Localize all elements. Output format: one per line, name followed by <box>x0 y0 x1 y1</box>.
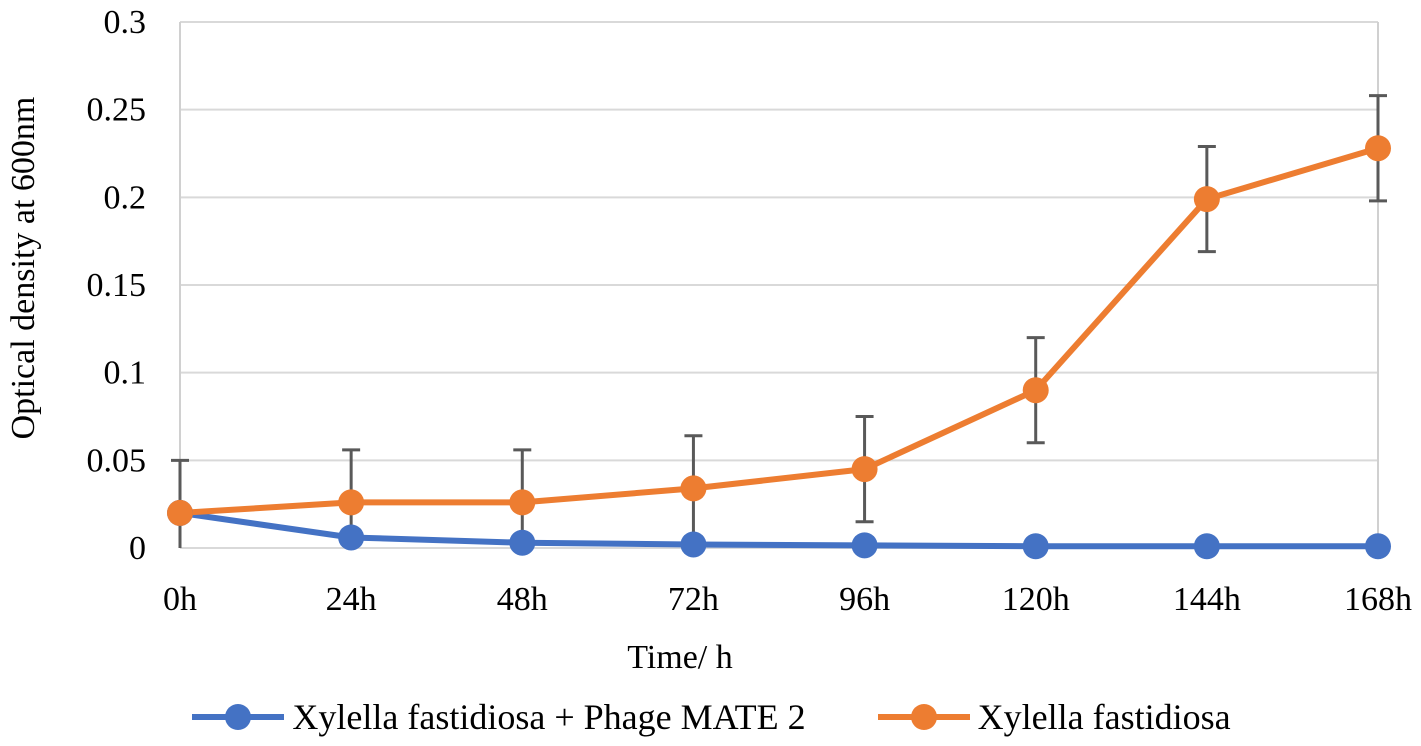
x-tick-label: 120h <box>1002 581 1070 618</box>
x-tick-label: 0h <box>163 581 197 618</box>
series-points <box>167 135 1391 560</box>
y-tick-label: 0.1 <box>104 355 147 392</box>
legend-item-phage: Xylella fastidiosa + Phage MATE 2 <box>190 696 806 738</box>
series-line-1 <box>179 145 1379 516</box>
data-point <box>167 499 193 526</box>
data-point <box>851 532 878 559</box>
x-tick-label: 168h <box>1344 581 1412 618</box>
data-point <box>1365 533 1391 560</box>
y-tick-label: 0.3 <box>104 4 147 41</box>
data-point <box>1193 533 1220 560</box>
y-tick-label: 0.25 <box>87 92 147 129</box>
data-point <box>338 524 365 551</box>
legend-label-xylella: Xylella fastidiosa <box>977 697 1231 737</box>
chart: 0 0.05 0.1 0.15 0.2 0.25 0.3 0h 24h 48h 72h 96h 120… <box>5 4 1412 676</box>
x-tick-label: 72h <box>668 581 719 618</box>
data-point <box>1365 135 1391 162</box>
series-line-0 <box>179 509 1378 550</box>
x-tick-label: 24h <box>326 581 377 618</box>
gridlines <box>180 21 1378 549</box>
data-point <box>680 531 707 558</box>
data-point <box>338 489 365 516</box>
legend: Xylella fastidiosa + Phage MATE 2 Xylell… <box>0 692 1421 742</box>
data-point <box>1022 377 1049 404</box>
legend-marker-xylella <box>877 704 970 730</box>
series-lines <box>179 145 1379 550</box>
y-axis-title: Optical density at 600nm <box>5 97 42 440</box>
data-point <box>509 489 536 516</box>
data-point <box>1193 186 1220 213</box>
legend-label-phage: Xylella fastidiosa + Phage MATE 2 <box>292 697 806 737</box>
y-tick-label: 0.15 <box>87 267 147 304</box>
data-point <box>509 529 536 556</box>
y-tick-label: 0.05 <box>87 442 147 479</box>
y-tick-label: 0.2 <box>104 179 147 216</box>
data-point <box>1022 533 1049 560</box>
data-point <box>851 456 878 483</box>
x-tick-label: 48h <box>497 581 548 618</box>
x-tick-label: 96h <box>839 581 890 618</box>
x-axis-title: Time/ h <box>627 639 733 676</box>
legend-item-xylella: Xylella fastidiosa <box>876 696 1231 738</box>
x-tick-label: 144h <box>1173 581 1241 618</box>
y-tick-label: 0 <box>129 530 146 567</box>
legend-marker-phage <box>192 704 285 730</box>
x-tick-labels: 0h 24h 48h 72h 96h 120h 144h 168h <box>163 581 1412 618</box>
y-tick-labels: 0 0.05 0.1 0.15 0.2 0.25 0.3 <box>87 4 147 567</box>
data-point <box>680 475 707 502</box>
